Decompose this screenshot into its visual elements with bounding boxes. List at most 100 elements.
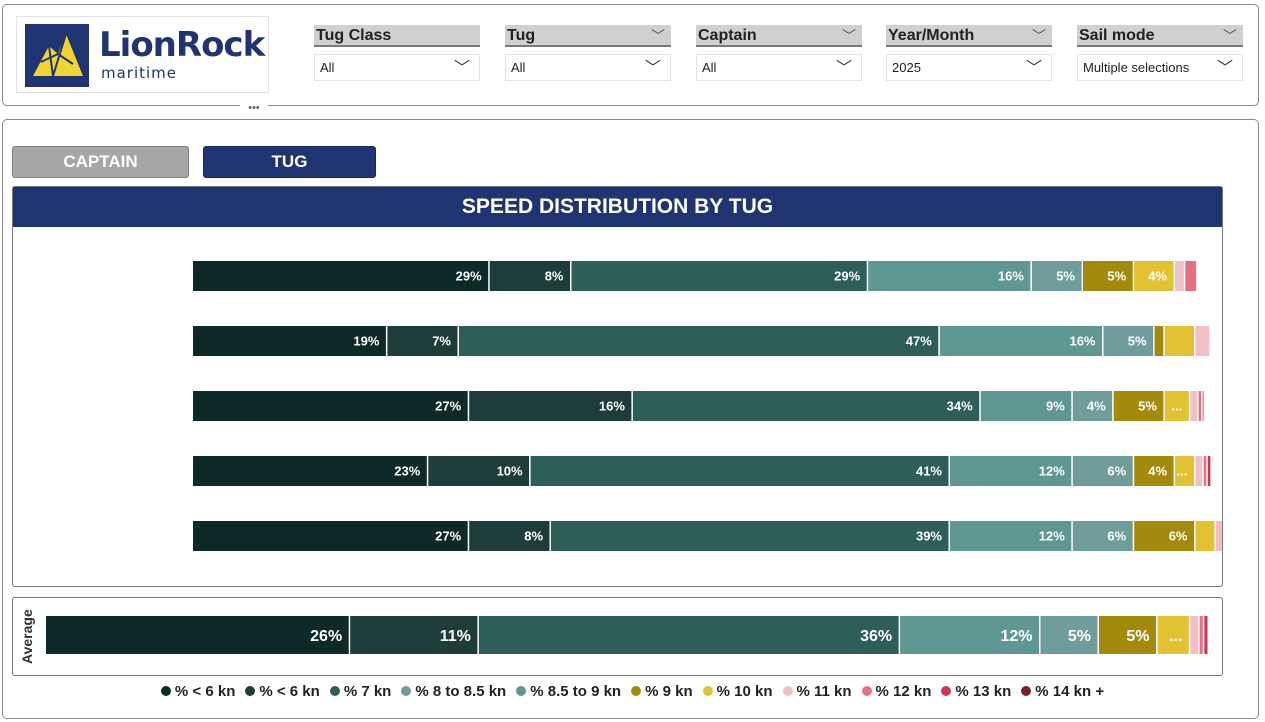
bar-segment[interactable] bbox=[1190, 391, 1198, 421]
bar-segment[interactable] bbox=[1072, 521, 1133, 551]
sail-mode-dropdown[interactable]: Multiple selections ﹀ bbox=[1077, 54, 1243, 81]
legend-label: % 12 kn bbox=[875, 683, 932, 700]
legend-item[interactable]: % 11 kn bbox=[782, 683, 852, 700]
legend-label: % 14 kn + bbox=[1035, 683, 1105, 700]
bar-segment[interactable] bbox=[46, 616, 349, 654]
bar-segment[interactable] bbox=[1204, 616, 1208, 654]
bar-segment[interactable] bbox=[1040, 616, 1098, 654]
slicer-title: Tug Class bbox=[314, 25, 480, 47]
bar-segment[interactable] bbox=[428, 456, 530, 486]
bar-segment[interactable] bbox=[1134, 521, 1195, 551]
legend-dot-icon bbox=[861, 686, 872, 696]
bar-segment[interactable] bbox=[1216, 521, 1222, 551]
legend-item[interactable]: % 9 kn bbox=[631, 683, 693, 700]
captain-slicer: Captain ﹀ All ﹀ bbox=[696, 25, 862, 81]
bar-segment[interactable] bbox=[1099, 616, 1156, 654]
bar-segment[interactable] bbox=[950, 456, 1072, 486]
data-label: 8% bbox=[545, 269, 564, 284]
bar-segment[interactable] bbox=[1113, 391, 1164, 421]
bar-segment[interactable] bbox=[1164, 326, 1194, 356]
bar-segment[interactable] bbox=[1207, 456, 1211, 486]
bar-segment[interactable] bbox=[1072, 391, 1113, 421]
data-label: 8% bbox=[524, 529, 543, 544]
bar-segment[interactable] bbox=[387, 326, 458, 356]
bar-segment[interactable] bbox=[1175, 456, 1195, 486]
legend-item[interactable]: % 13 kn bbox=[941, 683, 1011, 700]
bar-segment[interactable] bbox=[1198, 391, 1202, 421]
bar-segment[interactable] bbox=[1185, 261, 1197, 291]
legend-item[interactable]: % 8 to 8.5 kn bbox=[401, 683, 506, 700]
bar-segment[interactable] bbox=[469, 391, 632, 421]
slicer-title[interactable]: Sail mode ﹀ bbox=[1077, 25, 1243, 47]
legend-label: % 9 kn bbox=[645, 683, 693, 700]
bar-segment[interactable] bbox=[1195, 456, 1203, 486]
slicer-title[interactable]: Year/Month ﹀ bbox=[886, 25, 1052, 47]
bar-segment[interactable] bbox=[632, 391, 980, 421]
tug-dropdown[interactable]: All ﹀ bbox=[505, 54, 671, 81]
data-label: 29% bbox=[456, 269, 482, 284]
legend-item[interactable]: % 12 kn bbox=[861, 683, 932, 700]
bar-segment[interactable] bbox=[350, 616, 478, 654]
bar-segment[interactable] bbox=[1072, 456, 1133, 486]
legend-dot-icon bbox=[160, 686, 171, 696]
bar-segment[interactable] bbox=[1195, 326, 1210, 356]
bar-segment[interactable] bbox=[1164, 391, 1189, 421]
slicer-title[interactable]: Tug ﹀ bbox=[505, 25, 671, 47]
bar-segment[interactable] bbox=[980, 391, 1072, 421]
captain-dropdown[interactable]: All ﹀ bbox=[696, 54, 862, 81]
bar-segment[interactable] bbox=[1154, 326, 1164, 356]
legend-item[interactable]: % 8.5 to 9 kn bbox=[516, 683, 621, 700]
bar-segment[interactable] bbox=[459, 326, 939, 356]
bar-segment[interactable] bbox=[939, 326, 1102, 356]
legend-dot-icon bbox=[1021, 686, 1032, 696]
captain-view-button[interactable]: CAPTAIN bbox=[12, 146, 189, 178]
bar-segment[interactable] bbox=[1202, 391, 1204, 421]
data-label: 5% bbox=[1068, 628, 1091, 645]
bar-segment[interactable] bbox=[1157, 616, 1189, 654]
chevron-down-icon: ﹀ bbox=[1216, 60, 1233, 77]
bar-segment[interactable] bbox=[193, 391, 468, 421]
tug-slicer: Tug ﹀ All ﹀ bbox=[505, 25, 671, 81]
more-options-icon[interactable]: ••• bbox=[240, 102, 268, 118]
bar-segment[interactable] bbox=[1175, 261, 1184, 291]
bar-segment[interactable] bbox=[469, 521, 550, 551]
bar-segment[interactable] bbox=[1134, 261, 1174, 291]
year-month-dropdown[interactable]: 2025 ﹀ bbox=[886, 54, 1052, 81]
bar-segment[interactable] bbox=[193, 261, 489, 291]
bar-segment[interactable] bbox=[1031, 261, 1082, 291]
legend-item[interactable]: % 10 kn bbox=[702, 683, 773, 700]
bar-segment[interactable] bbox=[478, 616, 899, 654]
legend-item[interactable]: % 7 kn bbox=[329, 683, 391, 700]
bar-segment[interactable] bbox=[489, 261, 570, 291]
data-label: ... bbox=[1172, 399, 1183, 414]
bar-segment[interactable] bbox=[193, 521, 468, 551]
slicer-title[interactable]: Captain ﹀ bbox=[696, 25, 862, 47]
bar-segment[interactable] bbox=[530, 456, 949, 486]
tug-class-dropdown[interactable]: All ﹀ bbox=[314, 54, 480, 81]
bar-segment[interactable] bbox=[950, 521, 1072, 551]
bar-segment[interactable] bbox=[1134, 456, 1174, 486]
bar-segment[interactable] bbox=[193, 456, 427, 486]
data-label: 5% bbox=[1056, 269, 1075, 284]
data-label: 6% bbox=[1107, 464, 1126, 479]
bar-segment[interactable] bbox=[571, 261, 867, 291]
chart-legend: % < 6 kn % < 6 kn % 7 kn % 8 to 8.5 kn % 8.5… bbox=[0, 683, 1265, 700]
bar-segment[interactable] bbox=[193, 326, 386, 356]
bar-segment[interactable] bbox=[1103, 326, 1154, 356]
data-label: 16% bbox=[599, 399, 625, 414]
bar-segment[interactable] bbox=[1190, 616, 1199, 654]
legend-label: % < 6 kn bbox=[259, 683, 320, 700]
legend-item[interactable]: % < 6 kn bbox=[160, 683, 235, 700]
data-label: 12% bbox=[1039, 464, 1065, 479]
bar-segment[interactable] bbox=[900, 616, 1039, 654]
tug-view-button[interactable]: TUG bbox=[203, 146, 376, 178]
data-label: ... bbox=[1177, 464, 1188, 479]
legend-item[interactable]: % < 6 kn bbox=[245, 683, 320, 700]
bar-segment[interactable] bbox=[1195, 521, 1215, 551]
bar-segment[interactable] bbox=[868, 261, 1031, 291]
bar-segment[interactable] bbox=[551, 521, 949, 551]
bar-segment[interactable] bbox=[1203, 456, 1207, 486]
bar-segment[interactable] bbox=[1083, 261, 1133, 291]
bar-segment[interactable] bbox=[1199, 616, 1203, 654]
legend-item[interactable]: % 14 kn + bbox=[1021, 683, 1104, 700]
